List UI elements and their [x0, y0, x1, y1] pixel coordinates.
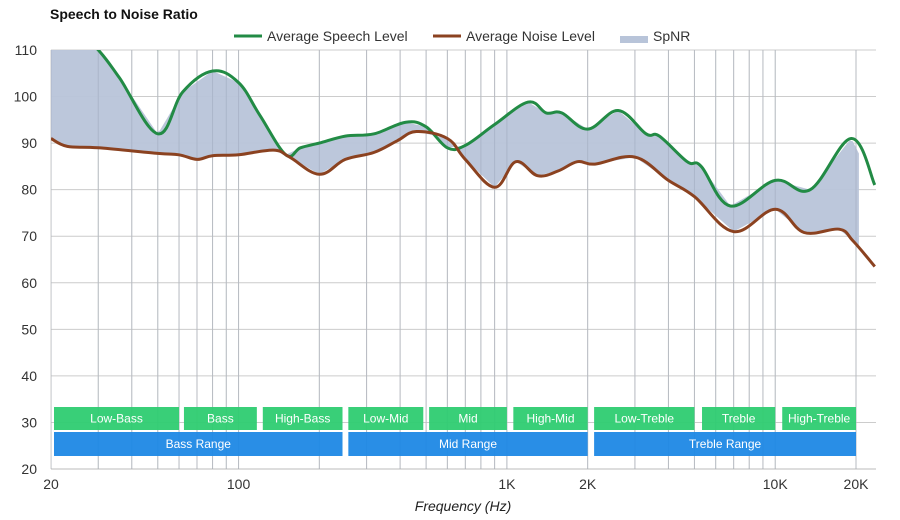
band-treble-range: Treble Range: [594, 432, 856, 456]
band-low-mid: Low-Mid: [348, 407, 424, 430]
x-tick-label: 1K: [498, 476, 516, 492]
y-axis-ticks: 20 30 40 50 60 70 80 90 100 110: [14, 42, 38, 477]
band-mid-range-label: Mid Range: [439, 437, 497, 451]
band-bass: Bass: [183, 407, 257, 430]
legend-label-noise: Average Noise Level: [466, 28, 595, 44]
spnr-area: [51, 50, 859, 248]
band-low-bass-rect: [54, 407, 180, 430]
frequency-bands: Low-Bass Bass High-Bass Low-Mid Mid High-Mid L…: [54, 407, 856, 456]
x-axis-ticks: 20 100 1K 2K 10K 20K: [43, 476, 869, 492]
band-low-mid-rect: [348, 407, 424, 430]
band-high-mid-label: High-Mid: [526, 412, 574, 426]
legend-item-speech[interactable]: Average Speech Level: [234, 28, 408, 44]
legend-item-noise[interactable]: Average Noise Level: [433, 28, 595, 44]
band-low-treble-rect: [594, 407, 695, 430]
band-treble-range-label: Treble Range: [689, 437, 762, 451]
x-tick-label: 20: [43, 476, 59, 492]
y-tick-label: 40: [21, 368, 37, 384]
band-bass-range-rect: [54, 432, 343, 456]
legend-swatch-spnr: [620, 36, 648, 43]
band-low-bass-label: Low-Bass: [90, 412, 143, 426]
band-high-treble-label: High-Treble: [788, 412, 851, 426]
grid: [50, 49, 876, 470]
band-low-bass: Low-Bass: [54, 407, 180, 430]
x-tick-label: 2K: [579, 476, 597, 492]
band-treble-label: Treble: [722, 412, 756, 426]
noise-level-line: [51, 129, 876, 268]
band-treble: Treble: [702, 407, 776, 430]
band-high-bass: High-Bass: [262, 407, 343, 430]
band-high-treble: High-Treble: [782, 407, 856, 430]
band-mid: Mid: [429, 407, 507, 430]
chart-title: Speech to Noise Ratio: [50, 6, 198, 22]
x-tick-label: 10K: [763, 476, 789, 492]
legend-label-speech: Average Speech Level: [267, 28, 408, 44]
y-tick-label: 100: [14, 89, 38, 105]
band-bass-range: Bass Range: [54, 432, 343, 456]
y-tick-label: 30: [21, 414, 37, 430]
band-high-bass-rect: [262, 407, 343, 430]
band-low-treble-label: Low-Treble: [614, 412, 674, 426]
band-mid-rect: [429, 407, 507, 430]
y-tick-label: 60: [21, 275, 37, 291]
y-tick-label: 110: [15, 42, 38, 58]
x-axis-label: Frequency (Hz): [415, 498, 511, 514]
band-low-treble: Low-Treble: [594, 407, 695, 430]
band-bass-label: Bass: [207, 412, 234, 426]
y-tick-label: 80: [21, 182, 37, 198]
band-treble-range-rect: [594, 432, 856, 456]
band-bass-rect: [183, 407, 257, 430]
band-low-mid-label: Low-Mid: [363, 412, 408, 426]
y-tick-label: 90: [21, 135, 37, 151]
band-mid-range: Mid Range: [348, 432, 588, 456]
legend-label-spnr: SpNR: [653, 28, 690, 44]
y-tick-label: 70: [21, 228, 37, 244]
band-mid-label: Mid: [458, 412, 477, 426]
band-treble-rect: [702, 407, 776, 430]
x-tick-label: 100: [227, 476, 251, 492]
spnr-area-layer: [51, 50, 859, 469]
band-bass-range-label: Bass Range: [166, 437, 232, 451]
band-high-bass-label: High-Bass: [275, 412, 330, 426]
x-tick-label: 20K: [844, 476, 870, 492]
speech-level-line: [96, 50, 876, 208]
band-high-treble-rect: [782, 407, 856, 430]
band-high-mid: High-Mid: [513, 407, 588, 430]
band-high-mid-rect: [513, 407, 588, 430]
y-tick-label: 50: [21, 321, 37, 337]
y-tick-label: 20: [21, 461, 37, 477]
legend: Average Speech Level Average Noise Level…: [234, 28, 690, 44]
series-lines: [51, 50, 876, 268]
band-mid-range-rect: [348, 432, 588, 456]
legend-item-spnr[interactable]: SpNR: [620, 28, 690, 44]
